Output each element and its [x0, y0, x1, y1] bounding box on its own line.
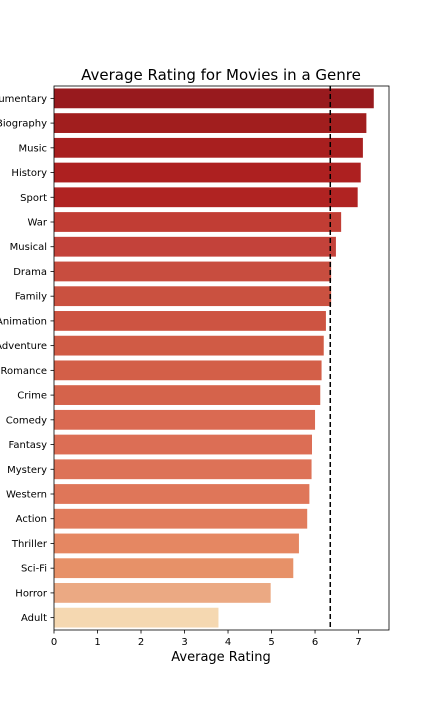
y-tick-label: Musical — [10, 242, 47, 253]
y-tick-label: Action — [16, 514, 47, 525]
bar — [54, 533, 299, 554]
y-tick-label: Family — [15, 292, 47, 303]
y-tick-label: Adventure — [0, 341, 47, 352]
bar — [54, 212, 342, 232]
bar — [54, 236, 336, 257]
chart-title: Average Rating for Movies in a Genre — [81, 66, 361, 84]
bar — [54, 137, 363, 158]
bar — [54, 459, 312, 480]
plot-frame — [53, 85, 390, 631]
bar — [54, 508, 308, 529]
axes-group: Documentary Biography Music History Sport War… — [0, 85, 390, 648]
y-tick-label: History — [11, 168, 47, 179]
x-tick-label: 5 — [268, 637, 274, 648]
y-tick-label: Horror — [15, 588, 48, 599]
y-tick-label: Romance — [1, 366, 47, 377]
bar — [54, 187, 358, 208]
bar — [54, 558, 294, 579]
y-tick-label: Crime — [17, 391, 47, 402]
bar — [54, 261, 332, 282]
x-tick-label: 0 — [51, 637, 57, 648]
bar — [54, 335, 324, 356]
x-tick-label: 6 — [312, 637, 318, 648]
y-tick-label: Animation — [0, 316, 47, 327]
y-tick-label: Adult — [21, 613, 47, 624]
y-tick-label: Documentary — [0, 94, 47, 105]
x-tick-label: 1 — [94, 637, 100, 648]
bar — [54, 311, 326, 331]
bar — [54, 162, 361, 183]
bars-group — [54, 88, 374, 628]
bar — [54, 484, 310, 504]
bar — [54, 360, 322, 381]
y-tick-label: War — [28, 218, 48, 229]
bar — [54, 385, 321, 405]
y-tick-label: Thriller — [11, 539, 48, 550]
bar — [54, 583, 271, 603]
bar — [54, 113, 367, 133]
y-tick-label: Sport — [20, 193, 47, 204]
bar — [54, 286, 332, 307]
y-tick-label: Music — [19, 143, 47, 154]
y-tick-label: Western — [6, 490, 47, 501]
y-tick-label: Mystery — [7, 465, 47, 476]
y-tick-label: Sci-Fi — [21, 564, 47, 575]
y-tick-label: Biography — [0, 119, 47, 130]
y-tick-label: Drama — [13, 267, 47, 278]
x-tick-label: 4 — [225, 637, 231, 648]
bar — [54, 434, 312, 455]
bar — [54, 88, 374, 109]
x-tick-label: 7 — [355, 637, 361, 648]
y-tick-label: Comedy — [6, 415, 47, 426]
x-tick-label: 3 — [181, 637, 187, 648]
bar — [54, 409, 316, 430]
x-axis-label: Average Rating — [171, 650, 270, 665]
bar — [54, 607, 219, 628]
y-tick-label: Fantasy — [9, 440, 48, 451]
x-tick-label: 2 — [138, 637, 144, 648]
